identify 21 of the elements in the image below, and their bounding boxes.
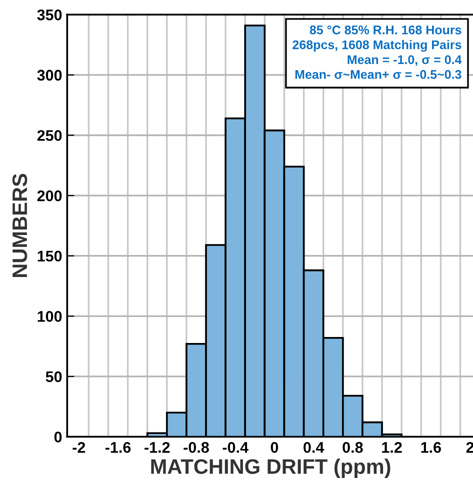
- x-tick-label: 0.8: [342, 442, 363, 453]
- y-tick-label: 250: [37, 130, 62, 141]
- y-axis-title: NUMBERS: [12, 174, 28, 277]
- y-tick-label: 50: [46, 371, 62, 382]
- y-tick-label: 350: [37, 10, 62, 20]
- x-tick-label: 1.6: [421, 442, 441, 453]
- x-tick-label: 0.4: [304, 442, 324, 453]
- x-tick-label: 0: [270, 442, 278, 453]
- y-tick-label: 150: [38, 250, 62, 262]
- x-tick-label: -1.2: [144, 442, 170, 453]
- x-tick-label: -0.4: [222, 442, 248, 453]
- x-tick-label: 1.2: [382, 442, 402, 453]
- y-tick-label: 100: [38, 311, 62, 322]
- y-tick-label: 200: [37, 190, 62, 202]
- y-tick-label: 0: [54, 432, 62, 442]
- x-axis-title: MATCHING DRIFT (ppm): [151, 458, 390, 478]
- y-tick-label: 300: [37, 70, 62, 81]
- x-tick-label: -1.6: [105, 442, 131, 453]
- x-tick-label: -2: [72, 442, 86, 453]
- x-tick-label: -0.8: [184, 442, 209, 453]
- annotation: 85 °C 85% R.H. 168 Hours 268pcs, 1608 Matching Pairs Mean = -1.0, σ = 0.4 Mean- σ~Mean+ σ = -0.5~0.3: [292, 26, 462, 79]
